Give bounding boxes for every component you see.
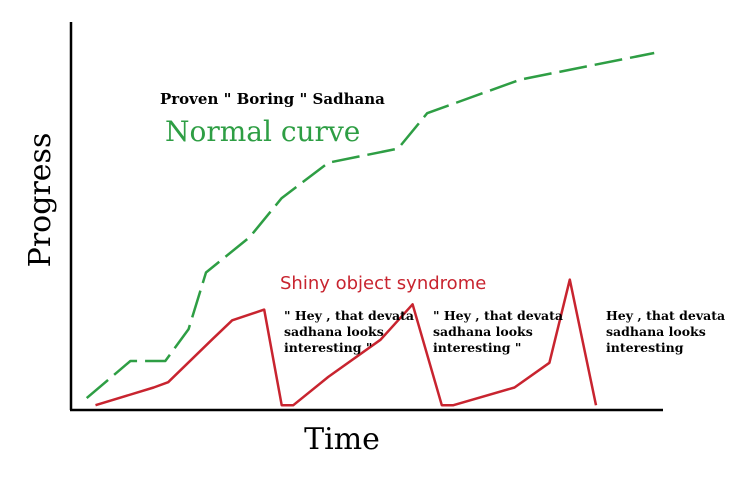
note-1-line-1: " Hey , that devata: [284, 308, 414, 323]
note-2-line-3: interesting ": [433, 340, 521, 355]
note-2-line-2: sadhana looks: [433, 324, 533, 339]
note-3-line-3: interesting: [606, 340, 684, 355]
note-1-line-2: sadhana looks: [284, 324, 384, 339]
boring-sadhana-caption: Proven " Boring " Sadhana: [160, 90, 385, 108]
shiny-object-line: [95, 278, 598, 407]
y-axis-title: Progress: [23, 133, 58, 268]
note-3-line-2: sadhana looks: [606, 324, 706, 339]
note-1: " Hey , that devata sadhana looks intere…: [284, 308, 414, 355]
note-3-line-1: Hey , that devata: [606, 308, 725, 323]
normal-curve-label: Normal curve: [165, 115, 360, 148]
note-2-line-1: " Hey , that devata: [433, 308, 563, 323]
x-axis-title: Time: [304, 422, 380, 457]
series-layer: [85, 51, 655, 407]
normal-curve-line: [85, 51, 655, 400]
note-3: Hey , that devata sadhana looks interest…: [606, 308, 725, 355]
note-1-line-3: interesting ": [284, 340, 372, 355]
note-2: " Hey , that devata sadhana looks intere…: [433, 308, 563, 355]
shiny-object-label: Shiny object syndrome: [280, 273, 486, 294]
